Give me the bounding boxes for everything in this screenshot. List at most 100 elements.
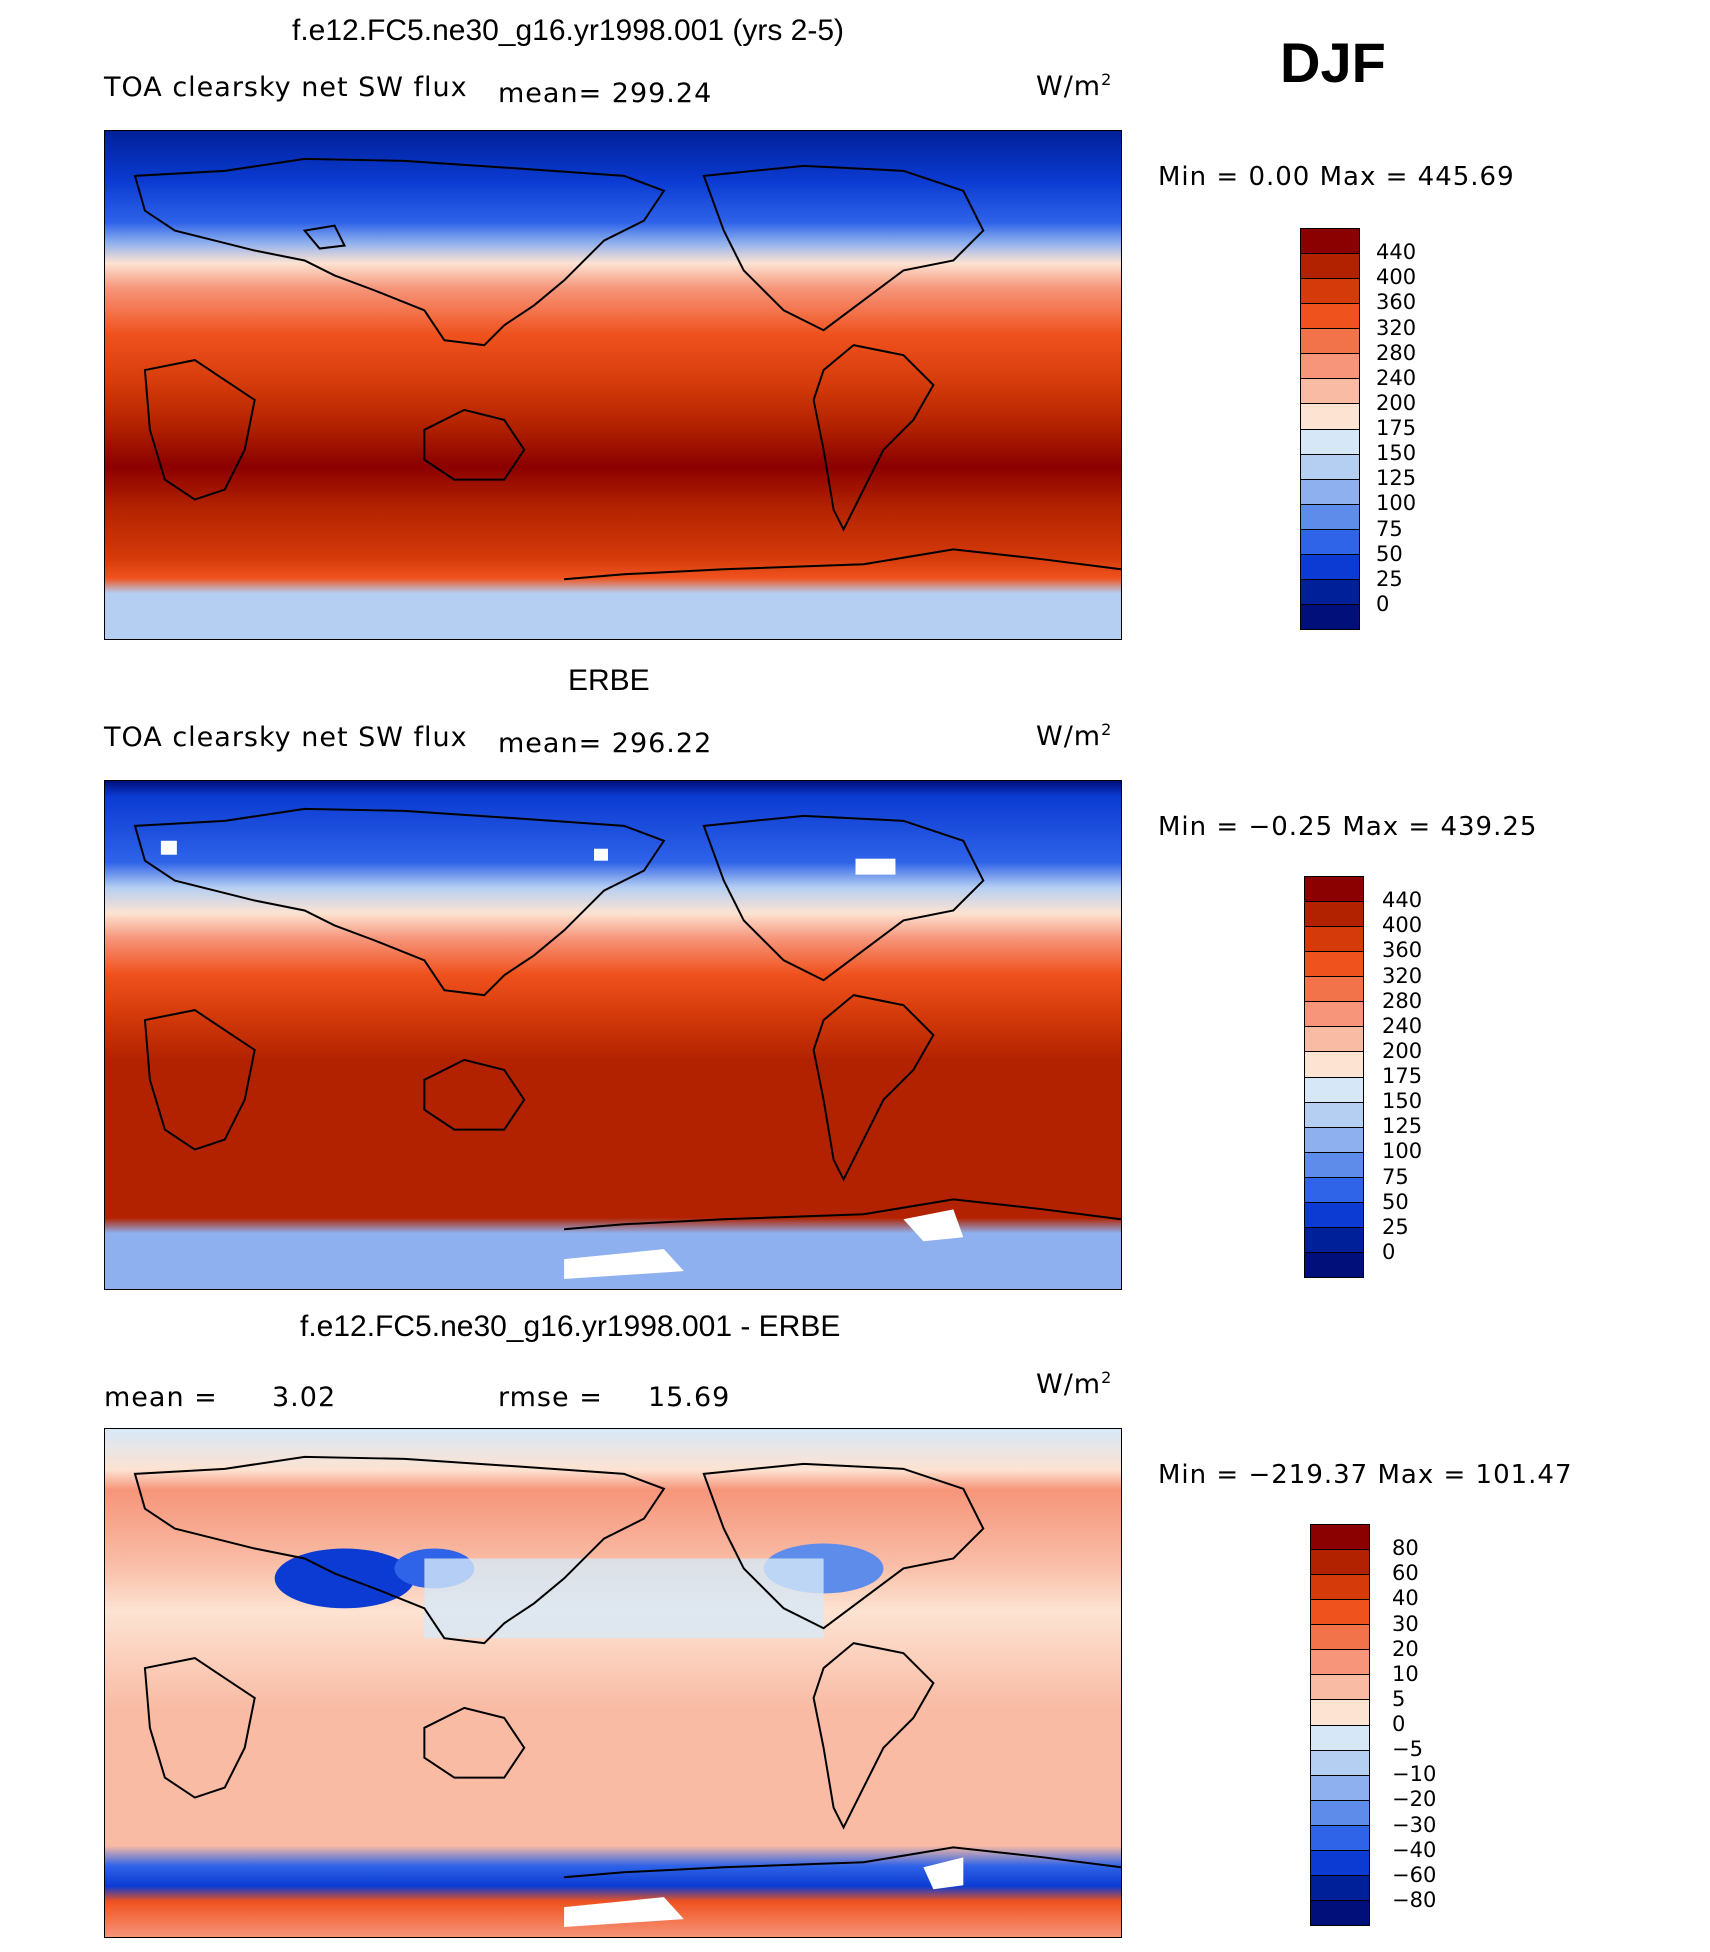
colorbar-box — [1301, 503, 1359, 529]
colorbar-box — [1301, 453, 1359, 479]
colorbar-box — [1301, 229, 1359, 254]
colorbar-box — [1305, 1001, 1363, 1027]
panel-2-mean: mean= 296.22 — [498, 728, 713, 759]
panel-3-rmse-value: 15.69 — [648, 1382, 731, 1413]
panel-1-map — [104, 130, 1122, 640]
panel-2-colorbar-ticks: 440 400 360 320 280 240 200 175 150 125 … — [1382, 876, 1462, 1278]
colorbar-tick: −40 — [1392, 1837, 1437, 1862]
colorbar-box — [1311, 1874, 1369, 1900]
colorbar-box — [1301, 553, 1359, 579]
colorbar-box — [1311, 1824, 1369, 1850]
panel-2-units: W/m2 — [1036, 720, 1113, 752]
colorbar-tick: −5 — [1392, 1737, 1423, 1762]
colorbar-box — [1311, 1674, 1369, 1700]
colorbar-box — [1305, 901, 1363, 927]
colorbar-tick: 0 — [1382, 1239, 1396, 1264]
panel-2-coastlines — [133, 807, 1121, 1231]
colorbar-tick: 0 — [1392, 1712, 1406, 1736]
colorbar-tick: 60 — [1392, 1561, 1419, 1586]
colorbar-tick: 200 — [1382, 1038, 1423, 1063]
panel-1-variable-label: TOA clearsky net SW flux — [104, 72, 468, 103]
panel-3-map — [104, 1428, 1122, 1938]
colorbar-box — [1311, 1774, 1369, 1800]
colorbar-box — [1305, 1026, 1363, 1052]
colorbar-box — [1301, 403, 1359, 429]
colorbar-tick: 280 — [1382, 988, 1423, 1013]
panel-3-rmse-name: rmse = — [498, 1382, 603, 1413]
colorbar-tick: 150 — [1382, 1089, 1423, 1114]
colorbar-box — [1305, 1076, 1363, 1102]
panel-3-minmax: Min = −219.37 Max = 101.47 — [1158, 1460, 1573, 1490]
colorbar-box — [1301, 328, 1359, 354]
colorbar-box — [1311, 1549, 1369, 1575]
colorbar-tick: 75 — [1376, 516, 1403, 541]
colorbar-box — [1311, 1899, 1369, 1925]
colorbar-box — [1305, 1126, 1363, 1152]
colorbar-box — [1301, 378, 1359, 404]
panel-2-title: ERBE — [568, 664, 650, 697]
colorbar-tick: 25 — [1376, 566, 1403, 591]
colorbar-tick: 100 — [1382, 1139, 1423, 1164]
colorbar-tick: 100 — [1376, 491, 1417, 516]
panel-3-mean-name: mean = — [104, 1382, 218, 1413]
colorbar-tick: 30 — [1392, 1611, 1419, 1636]
colorbar-tick: −80 — [1392, 1887, 1437, 1912]
colorbar-tick: 40 — [1392, 1586, 1419, 1611]
colorbar-box — [1305, 1151, 1363, 1177]
colorbar-tick: 0 — [1376, 591, 1390, 616]
colorbar-box — [1311, 1699, 1369, 1725]
colorbar-tick: 10 — [1392, 1661, 1419, 1686]
colorbar-box — [1305, 877, 1363, 902]
colorbar-tick: −10 — [1392, 1762, 1437, 1787]
colorbar-box — [1311, 1624, 1369, 1650]
colorbar-tick: −20 — [1392, 1787, 1437, 1812]
colorbar-box — [1311, 1599, 1369, 1625]
colorbar-box — [1311, 1649, 1369, 1675]
colorbar-box — [1305, 926, 1363, 952]
colorbar-box — [1305, 976, 1363, 1002]
colorbar-box — [1311, 1525, 1369, 1550]
panel-2-colorbar — [1304, 876, 1364, 1278]
panel-3-title: f.e12.FC5.ne30_g16.yr1998.001 - ERBE — [300, 1310, 841, 1343]
colorbar-box — [1305, 951, 1363, 977]
colorbar-box — [1305, 1051, 1363, 1077]
colorbar-tick: 440 — [1376, 240, 1417, 265]
panel-2-map — [104, 780, 1122, 1290]
colorbar-box — [1305, 1226, 1363, 1252]
panel-3-colorbar — [1310, 1524, 1370, 1926]
panel-3-mean-value: 3.02 — [272, 1382, 337, 1413]
colorbar-tick: 5 — [1392, 1686, 1406, 1711]
colorbar-tick: 125 — [1376, 466, 1417, 491]
colorbar-tick: 400 — [1382, 913, 1423, 938]
panel-3-coastlines — [133, 1455, 1121, 1879]
colorbar-tick: 175 — [1376, 416, 1417, 440]
colorbar-tick: 400 — [1376, 265, 1417, 290]
panel-2-variable-label: TOA clearsky net SW flux — [104, 722, 468, 753]
colorbar-box — [1311, 1749, 1369, 1775]
colorbar-tick: 50 — [1382, 1189, 1409, 1214]
colorbar-box — [1311, 1724, 1369, 1750]
panel-3-colorbar-ticks: 80 60 40 30 20 10 5 0 −5 −10 −20 −30 −40… — [1392, 1524, 1472, 1926]
colorbar-box — [1301, 278, 1359, 304]
colorbar-tick: 75 — [1382, 1164, 1409, 1189]
colorbar-box — [1311, 1574, 1369, 1600]
panel-1-title: f.e12.FC5.ne30_g16.yr1998.001 (yrs 2-5) — [292, 14, 844, 47]
colorbar-tick: 200 — [1376, 390, 1417, 415]
colorbar-box — [1311, 1799, 1369, 1825]
colorbar-box — [1301, 478, 1359, 504]
panel-1-colorbar-ticks: 440 400 360 320 280 240 200 175 150 125 … — [1376, 228, 1456, 630]
colorbar-tick: 440 — [1382, 888, 1423, 913]
colorbar-tick: 125 — [1382, 1114, 1423, 1139]
colorbar-box — [1311, 1849, 1369, 1875]
colorbar-tick: −30 — [1392, 1812, 1437, 1837]
colorbar-tick: 280 — [1376, 340, 1417, 365]
colorbar-tick: 150 — [1376, 441, 1417, 466]
colorbar-box — [1301, 578, 1359, 604]
panel-1-mean: mean= 299.24 — [498, 78, 713, 109]
panel-1-colorbar — [1300, 228, 1360, 630]
colorbar-box — [1301, 528, 1359, 554]
colorbar-box — [1305, 1101, 1363, 1127]
colorbar-box — [1301, 303, 1359, 329]
colorbar-tick: 240 — [1382, 1013, 1423, 1038]
colorbar-tick: 240 — [1376, 365, 1417, 390]
